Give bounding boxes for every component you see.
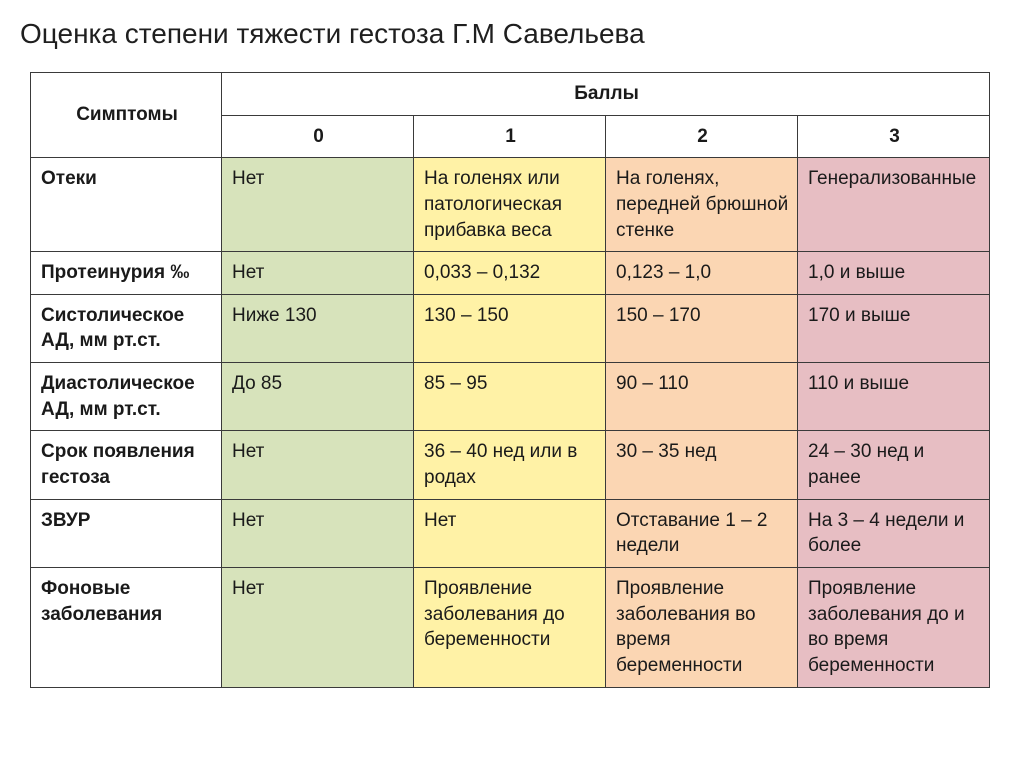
cell: Нет <box>222 567 414 687</box>
page-title: Оценка степени тяжести гестоза Г.М Савел… <box>20 18 1004 50</box>
table-row: Диастолическое АД, мм рт.ст. До 85 85 – … <box>31 363 990 431</box>
cell: Нет <box>222 431 414 499</box>
row-label: Срок появления гестоза <box>31 431 222 499</box>
cell: Нет <box>222 499 414 567</box>
row-label: Фоновые заболевания <box>31 567 222 687</box>
cell: Генерализованные <box>798 158 990 252</box>
cell: На голенях или патологическая прибавка в… <box>414 158 606 252</box>
cell: 90 – 110 <box>606 363 798 431</box>
gestosis-table: Симптомы Баллы 0 1 2 3 Отеки Нет На голе… <box>30 72 990 688</box>
table-row: Отеки Нет На голенях или патологическая … <box>31 158 990 252</box>
cell: Проявление заболевания до и во время бер… <box>798 567 990 687</box>
table-row: ЗВУР Нет Нет Отставание 1 – 2 недели На … <box>31 499 990 567</box>
page: Оценка степени тяжести гестоза Г.М Савел… <box>0 0 1024 767</box>
cell: Проявление заболевания до беременности <box>414 567 606 687</box>
cell: 0,123 – 1,0 <box>606 252 798 295</box>
table-body: Отеки Нет На голенях или патологическая … <box>31 158 990 687</box>
cell: На 3 – 4 недели и более <box>798 499 990 567</box>
cell: 24 – 30 нед и ранее <box>798 431 990 499</box>
cell: 130 – 150 <box>414 294 606 362</box>
row-label: ЗВУР <box>31 499 222 567</box>
row-label: Протеинурия ‰ <box>31 252 222 295</box>
table-row: Фоновые заболевания Нет Проявление забол… <box>31 567 990 687</box>
table-head: Симптомы Баллы 0 1 2 3 <box>31 73 990 158</box>
cell: Проявление заболевания во время беременн… <box>606 567 798 687</box>
cell: Нет <box>222 158 414 252</box>
cell: 36 – 40 нед или в родах <box>414 431 606 499</box>
cell: Ниже 130 <box>222 294 414 362</box>
cell: На голенях, передней брюшной стенке <box>606 158 798 252</box>
cell: Отставание 1 – 2 недели <box>606 499 798 567</box>
table-row: Срок появления гестоза Нет 36 – 40 нед и… <box>31 431 990 499</box>
header-row-1: Симптомы Баллы <box>31 73 990 116</box>
header-score-0: 0 <box>222 115 414 158</box>
header-score-1: 1 <box>414 115 606 158</box>
table-row: Протеинурия ‰ Нет 0,033 – 0,132 0,123 – … <box>31 252 990 295</box>
header-symptoms: Симптомы <box>31 73 222 158</box>
cell: Нет <box>414 499 606 567</box>
table-row: Систолическое АД, мм рт.ст. Ниже 130 130… <box>31 294 990 362</box>
header-score-2: 2 <box>606 115 798 158</box>
cell: 170 и выше <box>798 294 990 362</box>
cell: 150 – 170 <box>606 294 798 362</box>
cell: 1,0 и выше <box>798 252 990 295</box>
cell: 110 и выше <box>798 363 990 431</box>
row-label: Диастолическое АД, мм рт.ст. <box>31 363 222 431</box>
cell: До 85 <box>222 363 414 431</box>
cell: Нет <box>222 252 414 295</box>
cell: 30 – 35 нед <box>606 431 798 499</box>
cell: 85 – 95 <box>414 363 606 431</box>
header-score-3: 3 <box>798 115 990 158</box>
row-label: Отеки <box>31 158 222 252</box>
row-label: Систолическое АД, мм рт.ст. <box>31 294 222 362</box>
header-scores: Баллы <box>222 73 990 116</box>
cell: 0,033 – 0,132 <box>414 252 606 295</box>
